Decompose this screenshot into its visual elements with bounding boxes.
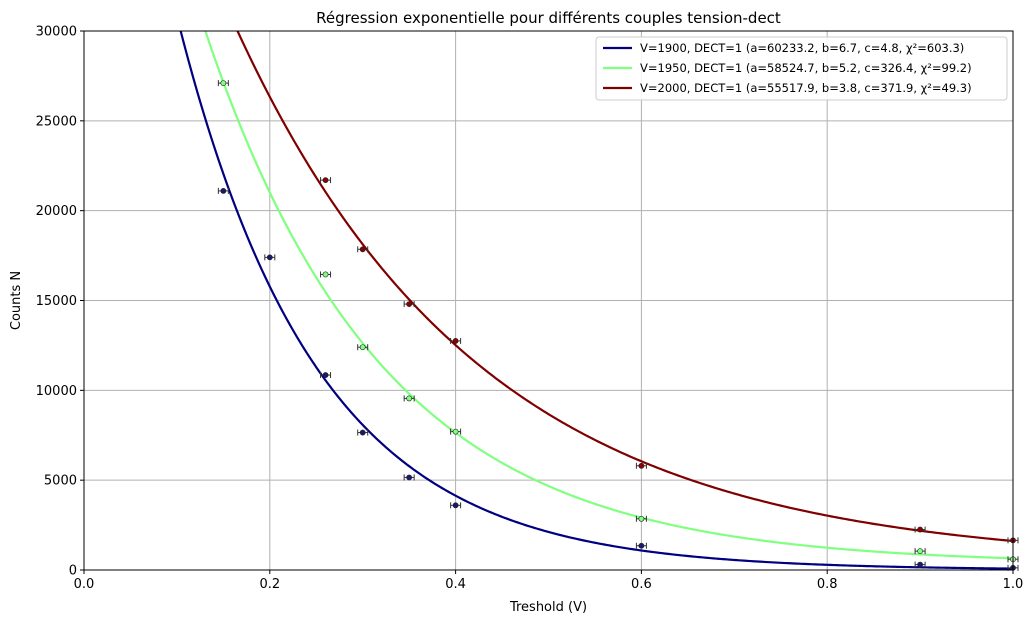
legend-label-3: V=2000, DECT=1 (a=55517.9, b=3.8, c=371.… <box>640 81 972 95</box>
data-point-series-1 <box>452 502 459 509</box>
data-point-series-2 <box>359 344 366 351</box>
y-tick-label: 30000 <box>36 25 77 40</box>
data-point-series-3 <box>917 526 923 533</box>
y-tick-label: 25000 <box>36 114 77 129</box>
data-point-series-3 <box>359 246 366 253</box>
chart-title: Régression exponentielle pour différents… <box>316 9 781 27</box>
x-tick-label: 0.8 <box>817 577 838 592</box>
legend-label-1: V=1900, DECT=1 (a=60233.2, b=6.7, c=4.8,… <box>640 41 964 55</box>
data-point-series-3 <box>638 462 645 469</box>
data-point-series-2 <box>638 515 645 522</box>
legend-box <box>595 36 1008 101</box>
legend: V=1900, DECT=1 (a=60233.2, b=6.7, c=4.8,… <box>595 36 1008 101</box>
x-tick-label: 0.0 <box>74 577 95 592</box>
data-point-series-1 <box>406 474 413 481</box>
fit-curve-1 <box>179 31 1013 570</box>
data-point-series-1 <box>266 254 273 261</box>
data-point-series-2 <box>406 395 413 402</box>
fit-curve-3 <box>236 31 1013 543</box>
x-tick-label: 0.6 <box>631 577 652 592</box>
x-axis-label: Treshold (V) <box>509 600 587 615</box>
data-point-series-2 <box>917 548 923 555</box>
data-point-series-1 <box>359 429 366 436</box>
x-tick-label: 0.4 <box>445 577 466 592</box>
fit-curves <box>179 31 1013 570</box>
data-point-series-3 <box>322 177 329 184</box>
y-tick-label: 20000 <box>36 204 77 219</box>
axis-ticks: 0.0 0.2 0.4 0.6 0.8 1.0 0 5000 10000 15000 20000 25… <box>36 25 1024 593</box>
y-axis-label: Counts N <box>9 271 24 330</box>
data-point-series-3 <box>452 338 459 344</box>
y-tick-label: 0 <box>69 564 77 579</box>
data-point-series-1 <box>917 561 923 568</box>
y-tick-label: 5000 <box>44 474 77 489</box>
x-tick-label: 1.0 <box>1003 577 1024 592</box>
data-point-series-1 <box>638 542 645 549</box>
data-point-series-2 <box>452 428 459 435</box>
y-tick-label: 10000 <box>36 384 77 399</box>
data-point-series-1 <box>220 188 227 194</box>
data-point-series-1 <box>322 372 329 378</box>
y-tick-label: 15000 <box>36 294 77 309</box>
data-point-series-2 <box>322 271 329 278</box>
data-point-series-2 <box>220 80 227 87</box>
data-point-series-3 <box>406 301 413 307</box>
data-points <box>217 80 1019 571</box>
legend-label-2: V=1950, DECT=1 (a=58524.7, b=5.2, c=326.… <box>640 61 972 75</box>
fit-curve-2 <box>204 31 1013 560</box>
x-tick-label: 0.2 <box>259 577 280 592</box>
